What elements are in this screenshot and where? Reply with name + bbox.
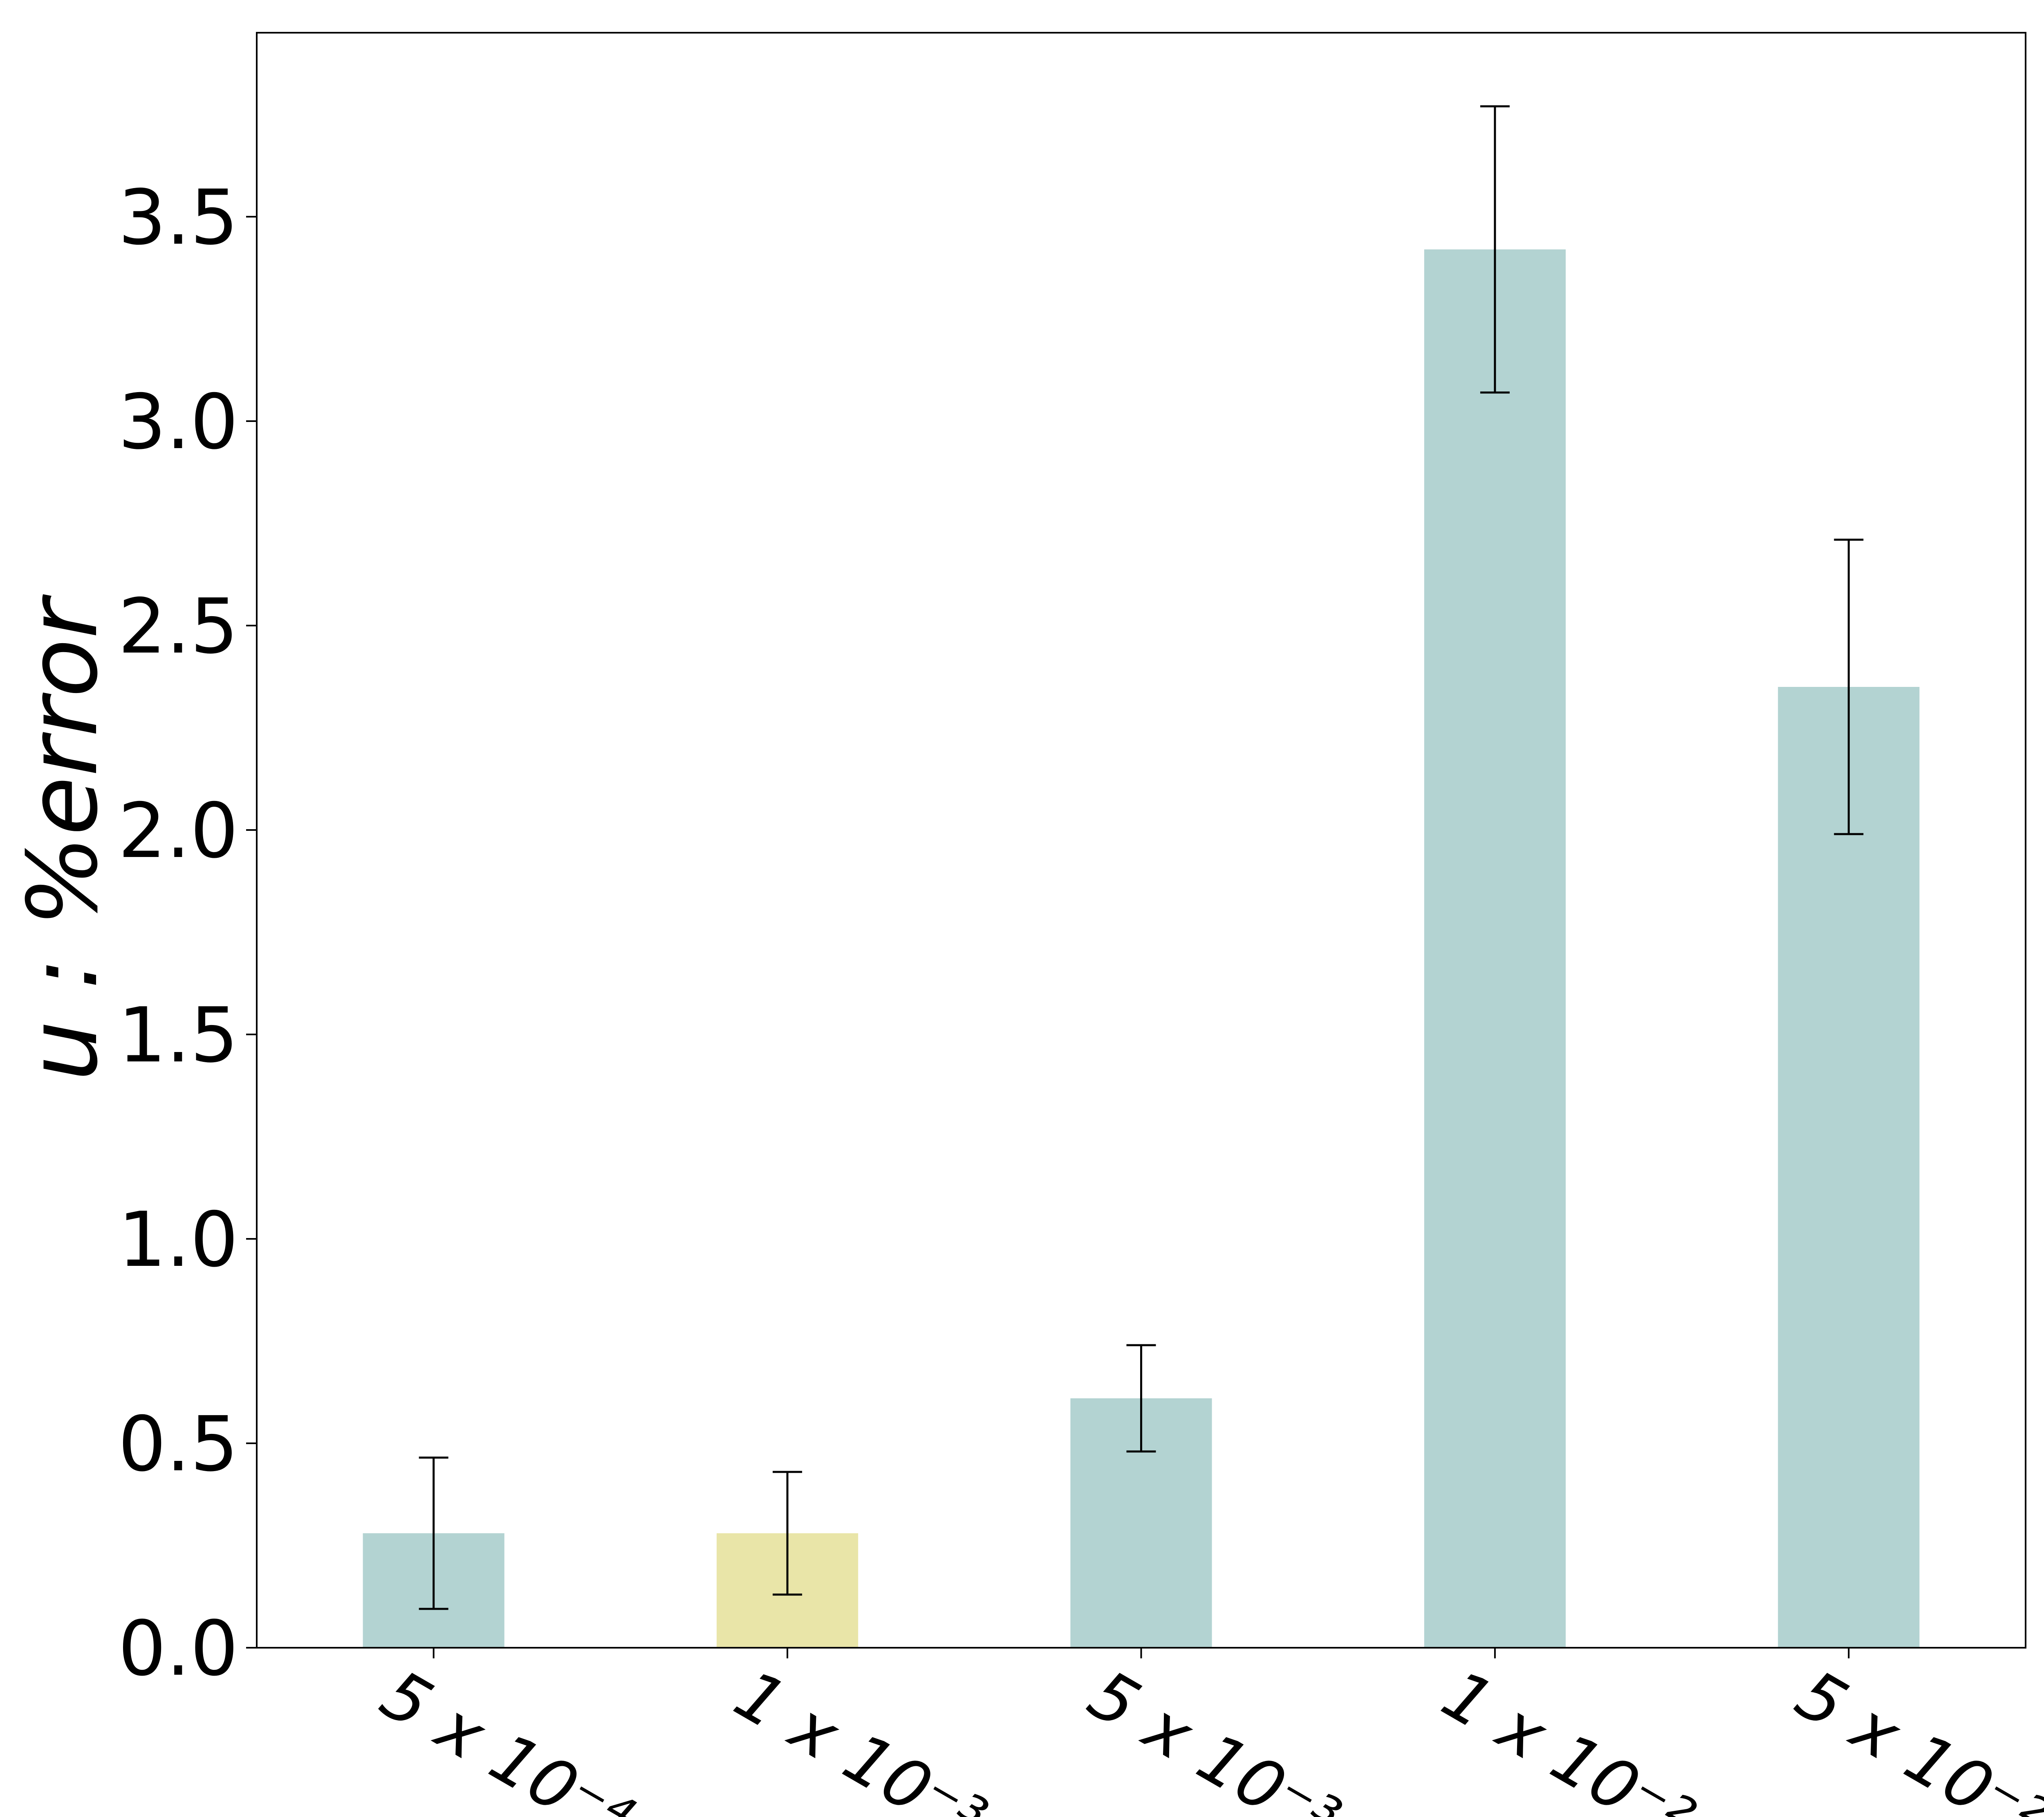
- y-tick-label-1: 0.0: [118, 1604, 238, 1693]
- error-bar-1: [419, 1456, 448, 1610]
- y-axis: 0.0 0.5 1.0 1.5 2.0 2.5 3.0 3.5: [118, 173, 257, 1693]
- bar-5: [1778, 687, 1920, 1648]
- x-axis: 5 x 10⁻⁴ 1 x 10⁻³ 5 x 10⁻³ 1 x 10⁻² 5 x 10⁻²: [368, 1648, 2044, 1817]
- error-bar-2: [773, 1471, 802, 1596]
- y-tick-label-8: 3.5: [118, 173, 238, 262]
- bar-4: [1424, 249, 1566, 1648]
- y-tick-label-3: 1.0: [118, 1196, 238, 1284]
- y-tick-label-7: 3.0: [118, 378, 238, 466]
- error-bars-group: [419, 105, 1864, 1610]
- error-bar-5: [1834, 538, 1864, 835]
- x-tick-label-5: 5 x 10⁻²: [1784, 1655, 2044, 1817]
- y-tick-label-2: 0.5: [118, 1400, 238, 1488]
- y-tick-label-6: 2.5: [118, 582, 238, 671]
- y-tick-label-5: 2.0: [118, 787, 238, 875]
- x-tick-label-4: 1 x 10⁻²: [1430, 1655, 1706, 1817]
- bars-group: [363, 249, 1920, 1648]
- error-bar-3: [1126, 1344, 1156, 1453]
- y-axis-label: u : %error: [7, 594, 119, 1081]
- error-bar-4: [1480, 105, 1510, 394]
- x-tick-label-1: 5 x 10⁻⁴: [368, 1655, 645, 1817]
- y-tick-label-4: 1.5: [118, 991, 238, 1079]
- x-tick-label-2: 1 x 10⁻³: [722, 1655, 999, 1817]
- x-tick-label-3: 5 x 10⁻³: [1076, 1655, 1353, 1817]
